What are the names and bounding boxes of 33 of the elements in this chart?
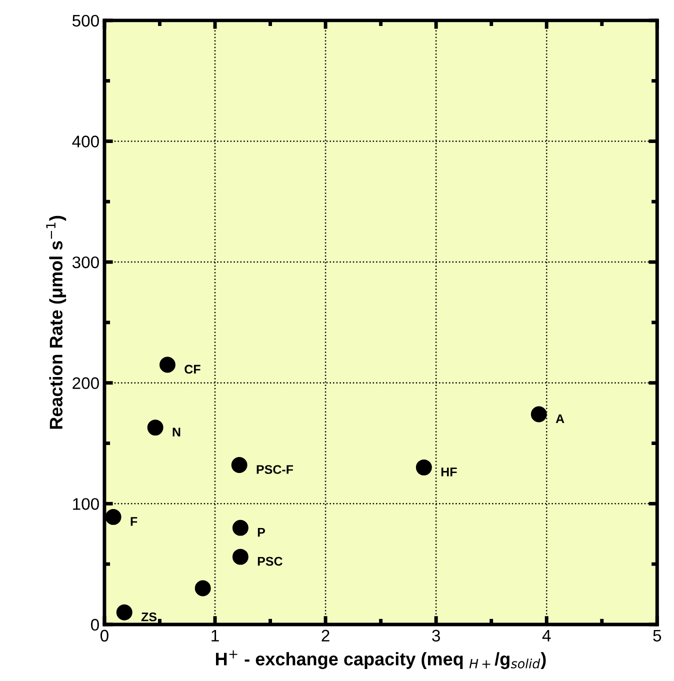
point — [105, 508, 122, 525]
annotation: N — [172, 428, 180, 436]
y-tick-label: 400 — [72, 136, 99, 148]
y-tick-label: 500 — [72, 14, 99, 27]
x-tick-label: 4 — [542, 630, 551, 642]
annotation: ZS — [141, 612, 157, 622]
y-tick-label: 200 — [72, 377, 99, 390]
point — [147, 420, 164, 436]
y-tick-label: 100 — [73, 498, 99, 510]
point — [530, 406, 547, 422]
x-tick-label: 2 — [322, 630, 330, 642]
annotation: F — [130, 517, 138, 526]
y-tick-label: 0 — [90, 618, 99, 631]
y-tick-label: 300 — [72, 256, 99, 268]
annotation: PSC-F — [256, 465, 294, 474]
x-tick-label: 1 — [212, 630, 219, 642]
point — [116, 604, 132, 620]
x-axis-title: H$^{+}$ - exchange capacity (meq $_{H+}$/g$_{solid}$) — [216, 650, 546, 670]
annotation: HF — [441, 468, 457, 476]
annotation: P — [258, 528, 266, 537]
x-tick-label: 3 — [432, 630, 440, 642]
x-tick-label: 5 — [653, 630, 662, 642]
annotation: CF — [184, 364, 200, 374]
point — [416, 459, 432, 476]
point — [232, 520, 248, 536]
annotation: A — [556, 414, 564, 424]
point — [232, 548, 248, 565]
annotation: PSC — [258, 556, 282, 566]
point — [194, 580, 211, 596]
x-tick-label: 0 — [100, 630, 108, 642]
point — [159, 356, 176, 373]
y-axis-title: Reaction Rate (μmol s$^{−1}$) — [46, 216, 66, 429]
point — [231, 457, 248, 473]
